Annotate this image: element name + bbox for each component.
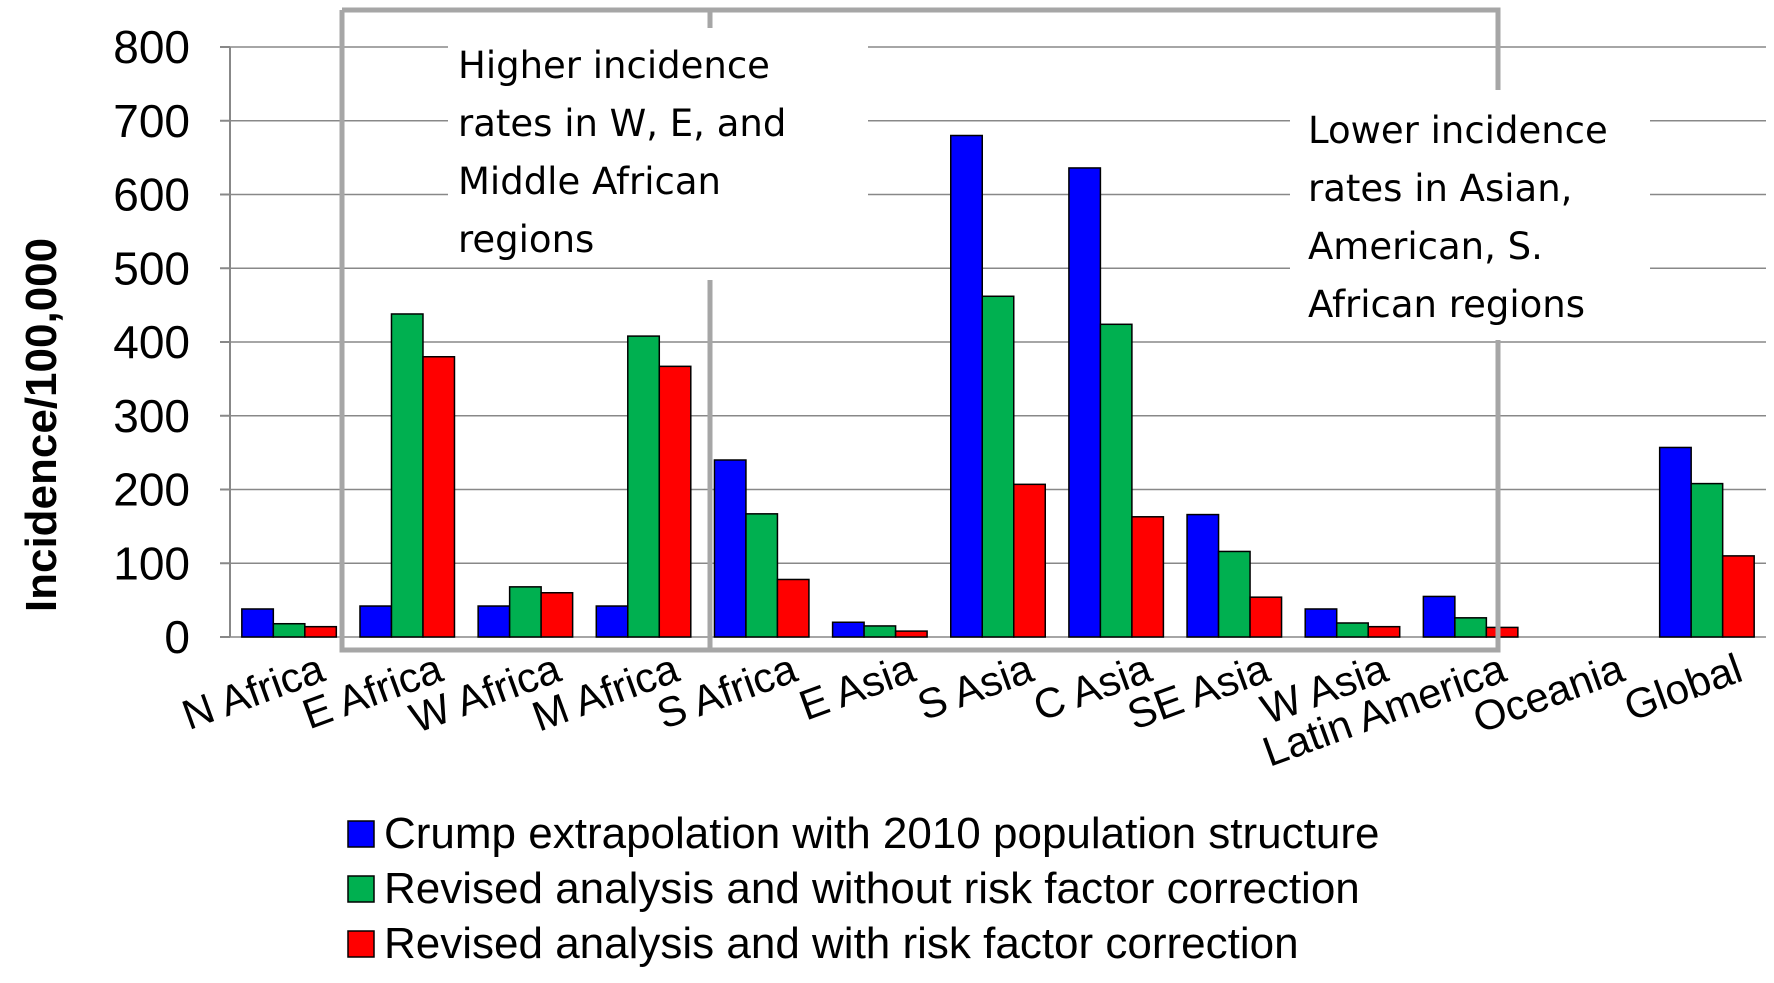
box-higher-incidence (339, 7, 1501, 653)
bar-se-asia-series-1 (1186, 513, 1220, 638)
bar-s-asia-series-2 (981, 295, 1015, 638)
y-tick-label: 400 (113, 316, 190, 368)
y-tick-label: 300 (113, 390, 190, 442)
y-axis-label: Incidence/100,000 (17, 238, 66, 612)
bar-c-asia-series-1 (1068, 167, 1102, 638)
bar-w-africa-series-1 (477, 605, 511, 638)
bar-s-africa-series-2 (745, 513, 779, 638)
bar-e-asia-series-1 (831, 621, 865, 638)
annotation-higher-line-2: rates in W, E, and (458, 102, 786, 145)
legend-swatch (347, 820, 375, 848)
bar-global-series-3 (1721, 555, 1755, 638)
bar-m-africa-series-1 (595, 605, 629, 638)
annotation-lower: Lower incidence rates in Asian, American… (1290, 92, 1650, 336)
y-tick-label: 200 (113, 464, 190, 516)
bars (241, 134, 1755, 638)
x-category-label: Global (1618, 644, 1748, 730)
bar-s-africa-series-1 (713, 459, 747, 638)
annotation-higher-line-1: Higher incidence (458, 44, 770, 87)
legend-label: Revised analysis and without risk factor… (384, 864, 1360, 913)
annotation-lower-line-1: Lower incidence (1308, 109, 1608, 152)
x-category-label: S Asia (911, 644, 1040, 729)
bar-w-asia-series-2 (1335, 622, 1369, 638)
bar-w-asia-series-1 (1304, 608, 1338, 638)
legend-swatch (347, 930, 375, 958)
bar-w-asia-series-3 (1367, 625, 1401, 638)
bar-latin-america-series-1 (1422, 595, 1456, 638)
y-tick-label: 100 (113, 537, 190, 589)
bar-s-asia-series-3 (1013, 483, 1046, 638)
x-category-label: S Africa (651, 644, 804, 738)
bar-w-africa-series-3 (540, 592, 574, 638)
bar-global-series-1 (1658, 446, 1692, 638)
y-tick-label: 700 (113, 95, 190, 147)
bar-m-africa-series-2 (627, 335, 661, 638)
bar-n-africa-series-3 (304, 625, 338, 638)
bar-se-asia-series-2 (1217, 550, 1251, 638)
bar-e-africa-series-1 (359, 605, 393, 638)
annotation-higher: Higher incidence rates in W, E, and Midd… (448, 30, 868, 266)
bar-n-africa-series-2 (272, 622, 306, 638)
annotation-lower-line-2: rates in Asian, (1308, 167, 1572, 210)
annotation-lower-line-3: American, S. (1308, 225, 1543, 268)
legend-label: Crump extrapolation with 2010 population… (384, 809, 1379, 858)
bar-c-asia-series-3 (1131, 516, 1165, 638)
legend: Crump extrapolation with 2010 population… (347, 809, 1379, 968)
annotation-lower-bg (1290, 92, 1650, 336)
bar-s-africa-series-3 (776, 578, 810, 638)
bar-latin-america-series-3 (1485, 626, 1519, 638)
x-category-label: E Asia (793, 644, 922, 729)
bar-se-asia-series-3 (1249, 596, 1283, 638)
annotation-higher-bg (448, 30, 868, 266)
bar-e-asia-series-2 (863, 625, 897, 638)
bar-e-africa-series-2 (390, 313, 424, 638)
bar-e-africa-series-3 (422, 356, 456, 638)
y-tick-label: 800 (113, 21, 190, 73)
legend-label: Revised analysis and with risk factor co… (384, 919, 1299, 968)
bar-latin-america-series-2 (1454, 617, 1488, 638)
y-tick-label: 500 (113, 242, 190, 294)
annotation-higher-line-4: regions (458, 218, 594, 261)
bar-c-asia-series-2 (1099, 323, 1133, 638)
bar-global-series-2 (1690, 482, 1724, 638)
annotation-higher-line-3: Middle African (458, 160, 721, 203)
annotation-lower-line-4: African regions (1308, 283, 1585, 326)
bar-s-asia-series-1 (950, 134, 983, 638)
bar-m-africa-series-3 (658, 365, 692, 638)
bar-e-asia-series-3 (894, 630, 928, 638)
bar-w-africa-series-2 (508, 586, 542, 638)
annotation-boxes (339, 7, 1501, 653)
y-tick-label: 0 (164, 611, 190, 663)
legend-swatch (347, 875, 375, 903)
y-tick-label: 600 (113, 169, 190, 221)
y-axis-ticks: 0 100 200 300 400 500 600 700 800 (113, 21, 190, 663)
bar-n-africa-series-1 (241, 608, 275, 638)
